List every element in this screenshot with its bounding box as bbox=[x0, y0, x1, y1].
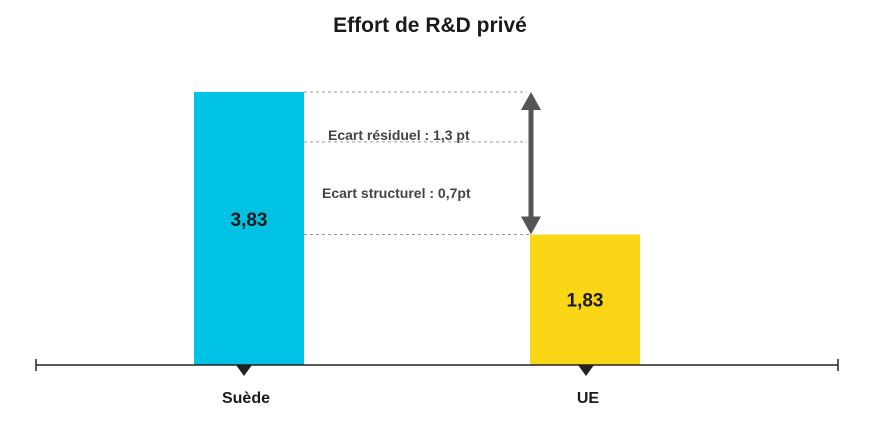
residual-gap-label: Ecart résiduel : 1,3 pt bbox=[328, 127, 470, 143]
structural-gap-label: Ecart structurel : 0,7pt bbox=[322, 185, 471, 201]
bars-group: 3,83 1,83 bbox=[194, 92, 640, 365]
category-labels: Suède UE bbox=[222, 365, 599, 407]
value-label-suede: 3,83 bbox=[231, 210, 268, 231]
x-axis bbox=[35, 359, 839, 371]
tick-marker-suede bbox=[236, 365, 252, 376]
tick-marker-ue bbox=[578, 365, 594, 376]
bar-ue bbox=[530, 234, 640, 365]
arrow-head-down-icon bbox=[521, 216, 541, 235]
gap-arrow bbox=[521, 92, 541, 235]
arrow-head-up-icon bbox=[521, 92, 541, 110]
value-label-ue: 1,83 bbox=[567, 291, 604, 312]
bar-suede bbox=[194, 92, 304, 365]
category-label-suede: Suède bbox=[222, 390, 270, 407]
category-label-ue: UE bbox=[577, 390, 600, 407]
chart-title: Effort de R&D privé bbox=[333, 14, 527, 37]
